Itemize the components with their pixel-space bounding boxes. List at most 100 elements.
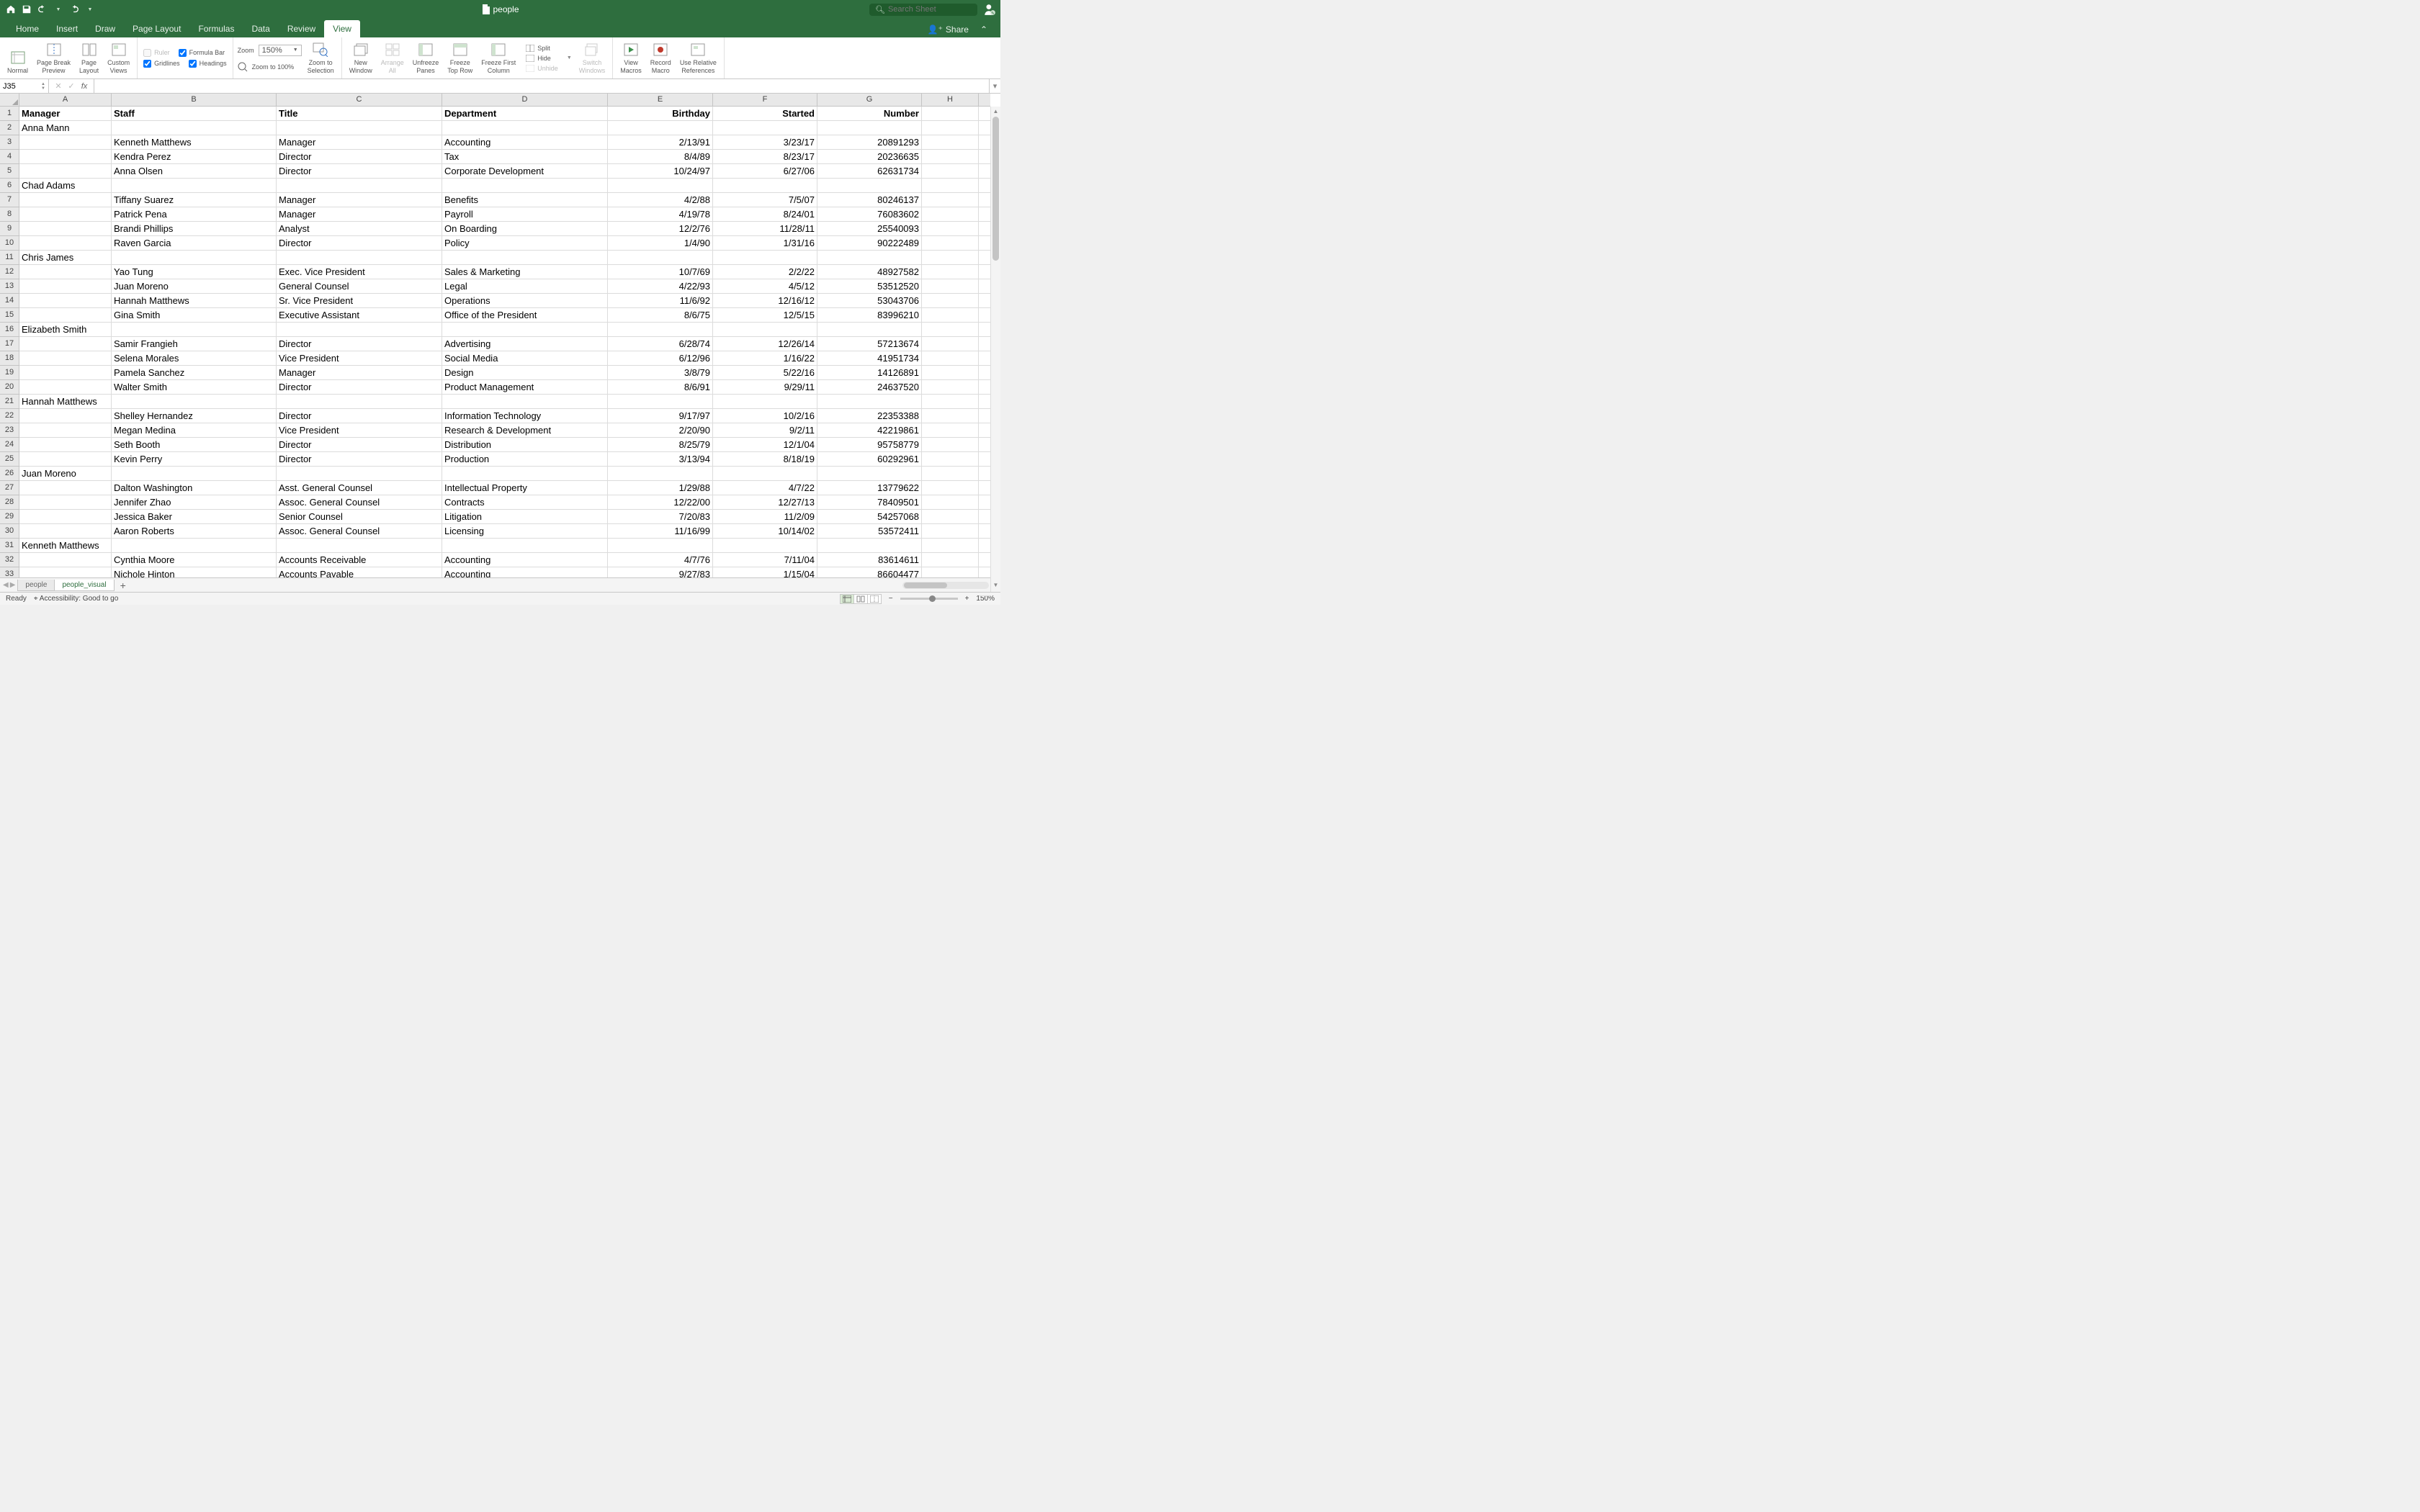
cell-D11[interactable] — [442, 251, 608, 265]
cell-E18[interactable]: 6/12/96 — [608, 351, 713, 366]
cell-A22[interactable] — [19, 409, 112, 423]
view-macros-button[interactable]: View Macros — [617, 40, 645, 76]
tab-insert[interactable]: Insert — [48, 20, 86, 37]
row-header-8[interactable]: 8 — [0, 207, 19, 222]
cell-H31[interactable] — [922, 539, 979, 553]
cell-E20[interactable]: 8/6/91 — [608, 380, 713, 395]
cell-G27[interactable]: 13779622 — [817, 481, 922, 495]
cell-G16[interactable] — [817, 323, 922, 337]
col-header-F[interactable]: F — [713, 94, 817, 107]
expand-formula-bar-icon[interactable]: ▾ — [989, 79, 1000, 93]
cell-D18[interactable]: Social Media — [442, 351, 608, 366]
cell-E11[interactable] — [608, 251, 713, 265]
cell-H26[interactable] — [922, 467, 979, 481]
save-icon[interactable] — [20, 3, 33, 16]
cell-F17[interactable]: 12/26/14 — [713, 337, 817, 351]
col-header-D[interactable]: D — [442, 94, 608, 107]
col-header-A[interactable]: A — [19, 94, 112, 107]
undo-dropdown-icon[interactable]: ▼ — [52, 3, 65, 16]
cell-G5[interactable]: 62631734 — [817, 164, 922, 179]
sheet-tab-people[interactable]: people — [17, 580, 55, 591]
cell-G22[interactable]: 22353388 — [817, 409, 922, 423]
cell-B5[interactable]: Anna Olsen — [112, 164, 277, 179]
cell-H20[interactable] — [922, 380, 979, 395]
cell-C6[interactable] — [277, 179, 442, 193]
normal-view-button[interactable]: Normal — [4, 40, 31, 76]
row-header-9[interactable]: 9 — [0, 222, 19, 236]
cell-E13[interactable]: 4/22/93 — [608, 279, 713, 294]
cell-C8[interactable]: Manager — [277, 207, 442, 222]
page-layout-button[interactable]: Page Layout — [76, 40, 102, 76]
cell-F29[interactable]: 11/2/09 — [713, 510, 817, 524]
cell-C25[interactable]: Director — [277, 452, 442, 467]
sheet-nav-prev-icon[interactable]: ▶ — [10, 581, 16, 589]
cell-B10[interactable]: Raven Garcia — [112, 236, 277, 251]
cell-D20[interactable]: Product Management — [442, 380, 608, 395]
cell-D26[interactable] — [442, 467, 608, 481]
tab-home[interactable]: Home — [7, 20, 48, 37]
row-header-1[interactable]: 1 — [0, 107, 19, 121]
cell-C3[interactable]: Manager — [277, 135, 442, 150]
cell-H32[interactable] — [922, 553, 979, 567]
cell-H3[interactable] — [922, 135, 979, 150]
cell-D22[interactable]: Information Technology — [442, 409, 608, 423]
cell-F4[interactable]: 8/23/17 — [713, 150, 817, 164]
page-break-preview-button[interactable]: Page Break Preview — [34, 40, 73, 76]
cell-A18[interactable] — [19, 351, 112, 366]
tab-view[interactable]: View — [324, 20, 360, 37]
row-header-29[interactable]: 29 — [0, 510, 19, 524]
cell-B28[interactable]: Jennifer Zhao — [112, 495, 277, 510]
cell-B2[interactable] — [112, 121, 277, 135]
row-header-7[interactable]: 7 — [0, 193, 19, 207]
cell-D31[interactable] — [442, 539, 608, 553]
cell-F25[interactable]: 8/18/19 — [713, 452, 817, 467]
cell-B31[interactable] — [112, 539, 277, 553]
cell-A32[interactable] — [19, 553, 112, 567]
cell-G24[interactable]: 95758779 — [817, 438, 922, 452]
cell-A2[interactable]: Anna Mann — [19, 121, 112, 135]
cell-H23[interactable] — [922, 423, 979, 438]
cell-H27[interactable] — [922, 481, 979, 495]
cell-E26[interactable] — [608, 467, 713, 481]
cell-E7[interactable]: 4/2/88 — [608, 193, 713, 207]
hide-button[interactable]: Hide — [524, 54, 560, 63]
cell-D15[interactable]: Office of the President — [442, 308, 608, 323]
cell-B8[interactable]: Patrick Pena — [112, 207, 277, 222]
cell-F9[interactable]: 11/28/11 — [713, 222, 817, 236]
cell-F7[interactable]: 7/5/07 — [713, 193, 817, 207]
cell-H4[interactable] — [922, 150, 979, 164]
cell-B29[interactable]: Jessica Baker — [112, 510, 277, 524]
cell-E23[interactable]: 2/20/90 — [608, 423, 713, 438]
col-header-E[interactable]: E — [608, 94, 713, 107]
col-header-H[interactable]: H — [922, 94, 979, 107]
cancel-formula-icon[interactable]: ✕ — [53, 81, 63, 91]
cell-B3[interactable]: Kenneth Matthews — [112, 135, 277, 150]
cell-A14[interactable] — [19, 294, 112, 308]
cell-G31[interactable] — [817, 539, 922, 553]
cell-F22[interactable]: 10/2/16 — [713, 409, 817, 423]
cell-D1[interactable]: Department — [442, 107, 608, 121]
cell-E16[interactable] — [608, 323, 713, 337]
fx-icon[interactable]: fx — [79, 82, 89, 91]
cell-D27[interactable]: Intellectual Property — [442, 481, 608, 495]
select-all-corner[interactable] — [0, 94, 19, 107]
cell-D23[interactable]: Research & Development — [442, 423, 608, 438]
cell-E19[interactable]: 3/8/79 — [608, 366, 713, 380]
cell-H28[interactable] — [922, 495, 979, 510]
cell-F26[interactable] — [713, 467, 817, 481]
cell-H17[interactable] — [922, 337, 979, 351]
cell-C29[interactable]: Senior Counsel — [277, 510, 442, 524]
cell-F23[interactable]: 9/2/11 — [713, 423, 817, 438]
cell-F10[interactable]: 1/31/16 — [713, 236, 817, 251]
cell-C1[interactable]: Title — [277, 107, 442, 121]
cell-D9[interactable]: On Boarding — [442, 222, 608, 236]
cell-C22[interactable]: Director — [277, 409, 442, 423]
cell-D10[interactable]: Policy — [442, 236, 608, 251]
cell-G12[interactable]: 48927582 — [817, 265, 922, 279]
cell-A8[interactable] — [19, 207, 112, 222]
cell-A30[interactable] — [19, 524, 112, 539]
cell-A31[interactable]: Kenneth Matthews — [19, 539, 112, 553]
horizontal-scrollbar[interactable] — [902, 582, 989, 589]
accept-formula-icon[interactable]: ✓ — [66, 81, 76, 91]
cell-F13[interactable]: 4/5/12 — [713, 279, 817, 294]
